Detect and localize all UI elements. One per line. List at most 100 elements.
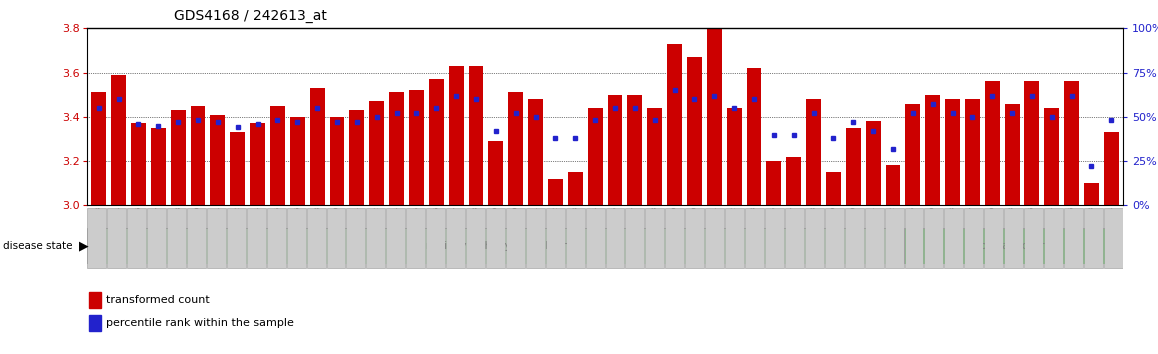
Bar: [765, 208, 784, 268]
Bar: [211, 115, 226, 205]
Bar: [426, 208, 445, 268]
Bar: [1024, 208, 1043, 268]
Bar: [466, 208, 485, 268]
Text: disease state: disease state: [3, 241, 73, 251]
Bar: [826, 172, 841, 205]
Bar: [628, 95, 643, 205]
Bar: [904, 228, 1123, 264]
Bar: [767, 161, 782, 205]
Bar: [186, 208, 206, 268]
Bar: [1104, 132, 1119, 205]
Bar: [885, 208, 903, 268]
Bar: [566, 208, 585, 268]
Bar: [266, 208, 286, 268]
Bar: [309, 88, 324, 205]
Bar: [667, 44, 682, 205]
Bar: [330, 117, 344, 205]
Bar: [89, 292, 101, 308]
Bar: [587, 108, 602, 205]
Bar: [567, 172, 582, 205]
Bar: [945, 99, 960, 205]
Bar: [91, 92, 107, 205]
Bar: [1104, 208, 1123, 268]
Bar: [1045, 208, 1063, 268]
Bar: [984, 208, 1003, 268]
Bar: [1084, 183, 1099, 205]
Bar: [866, 121, 880, 205]
Bar: [506, 208, 525, 268]
Bar: [108, 208, 126, 268]
Bar: [686, 208, 704, 268]
Bar: [906, 104, 921, 205]
Bar: [489, 141, 504, 205]
Bar: [548, 179, 563, 205]
Bar: [1004, 208, 1024, 268]
Bar: [647, 108, 662, 205]
Bar: [984, 81, 999, 205]
Bar: [346, 208, 366, 268]
Bar: [486, 208, 505, 268]
Bar: [526, 208, 544, 268]
Bar: [290, 117, 305, 205]
Bar: [965, 99, 980, 205]
Bar: [89, 315, 101, 331]
Bar: [428, 79, 444, 205]
Bar: [307, 208, 325, 268]
Bar: [227, 208, 245, 268]
Bar: [924, 208, 944, 268]
Bar: [406, 208, 425, 268]
Bar: [545, 208, 565, 268]
Text: GDS4168 / 242613_at: GDS4168 / 242613_at: [174, 9, 327, 23]
Text: percentile rank within the sample: percentile rank within the sample: [107, 318, 294, 329]
Bar: [844, 208, 864, 268]
Bar: [409, 90, 424, 205]
Bar: [965, 208, 983, 268]
Bar: [886, 166, 901, 205]
Text: normal control: normal control: [973, 241, 1054, 251]
Bar: [131, 124, 146, 205]
Bar: [745, 208, 764, 268]
Bar: [508, 92, 523, 205]
Bar: [786, 156, 801, 205]
Bar: [1084, 208, 1102, 268]
Bar: [608, 95, 623, 205]
Bar: [785, 208, 804, 268]
Bar: [147, 208, 166, 268]
Bar: [111, 75, 126, 205]
Text: transformed count: transformed count: [107, 295, 210, 305]
Bar: [191, 106, 205, 205]
Bar: [824, 208, 844, 268]
Text: ▶: ▶: [79, 240, 88, 252]
Bar: [446, 208, 466, 268]
Bar: [170, 110, 185, 205]
Bar: [805, 208, 823, 268]
Bar: [625, 208, 644, 268]
Bar: [448, 66, 463, 205]
Bar: [350, 110, 365, 205]
Text: Chronic lymphocytic leukemia: Chronic lymphocytic leukemia: [411, 241, 579, 251]
Bar: [645, 208, 665, 268]
Bar: [1005, 104, 1019, 205]
Bar: [865, 208, 884, 268]
Bar: [725, 208, 745, 268]
Bar: [151, 128, 166, 205]
Bar: [606, 208, 624, 268]
Bar: [586, 208, 604, 268]
Bar: [469, 66, 483, 205]
Bar: [287, 208, 306, 268]
Bar: [1045, 108, 1060, 205]
Bar: [207, 208, 226, 268]
Bar: [87, 208, 107, 268]
Bar: [687, 57, 702, 205]
Bar: [167, 208, 186, 268]
Bar: [366, 208, 386, 268]
Bar: [327, 208, 345, 268]
Bar: [1064, 208, 1083, 268]
Bar: [806, 99, 821, 205]
Bar: [904, 208, 923, 268]
Bar: [925, 95, 940, 205]
Bar: [706, 28, 721, 205]
Bar: [87, 228, 904, 264]
Bar: [747, 68, 762, 205]
Bar: [727, 108, 741, 205]
